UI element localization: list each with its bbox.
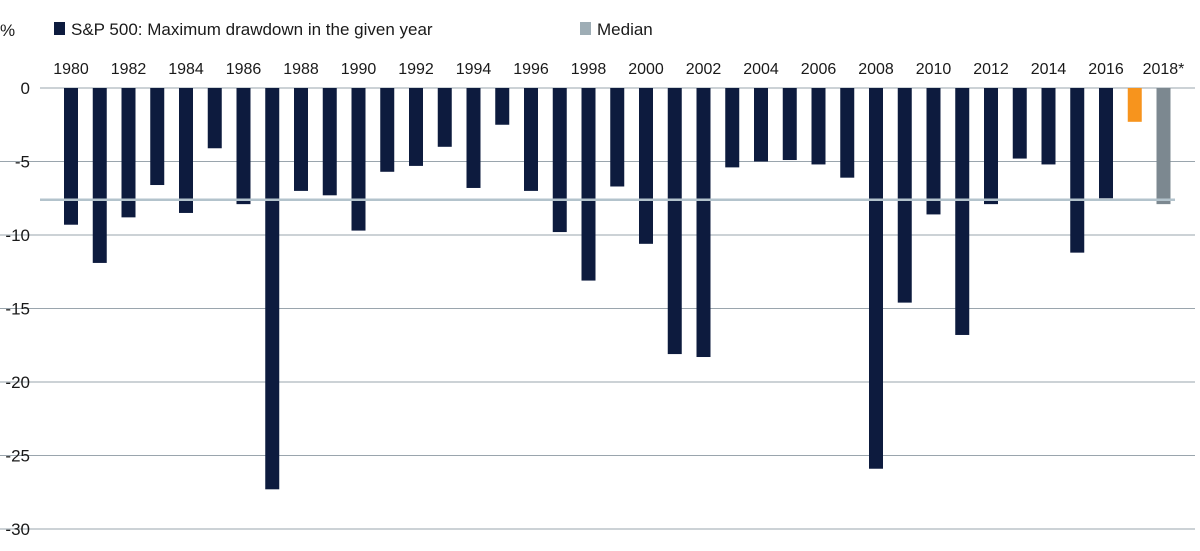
bar-1983 <box>150 88 165 186</box>
x-tick-label: 2018* <box>1143 61 1185 78</box>
legend-label-median: Median <box>597 20 653 39</box>
y-tick-label: 0 <box>21 79 30 98</box>
bar-2003 <box>725 88 740 168</box>
bar-2014 <box>1041 88 1056 165</box>
x-tick-label: 1994 <box>456 61 492 78</box>
bar-2011 <box>955 88 970 335</box>
x-tick-label: 2016 <box>1088 61 1124 78</box>
y-tick-label: -25 <box>5 447 30 466</box>
x-tick-label: 2000 <box>628 61 664 78</box>
x-tick-label: 2014 <box>1031 61 1067 78</box>
bar-2006 <box>811 88 826 165</box>
bar-2005 <box>782 88 797 161</box>
bar-2018* <box>1156 88 1171 205</box>
x-tick-label: 1996 <box>513 61 549 78</box>
x-tick-label: 2006 <box>801 61 837 78</box>
bar-1991 <box>380 88 395 172</box>
legend: S&P 500: Maximum drawdown in the given y… <box>54 20 653 39</box>
y-tick-label: -20 <box>5 373 30 392</box>
bar-1995 <box>495 88 510 125</box>
legend-label-series: S&P 500: Maximum drawdown in the given y… <box>71 20 433 39</box>
x-tick-label: 2004 <box>743 61 779 78</box>
legend-swatch-series <box>54 22 65 35</box>
x-tick-label: 1998 <box>571 61 607 78</box>
y-axis: 0 -5 -10 -15 -20 -25 -30 <box>5 79 30 539</box>
bar-2007 <box>840 88 855 178</box>
x-tick-label: 2010 <box>916 61 952 78</box>
bar-2015 <box>1070 88 1085 253</box>
y-tick-label: -15 <box>5 300 30 319</box>
unit-label: % <box>0 21 15 40</box>
bar-2012 <box>984 88 998 205</box>
x-tick-label: 2008 <box>858 61 894 78</box>
bar-1986 <box>236 88 251 205</box>
bar-2001 <box>667 88 682 355</box>
bar-1980 <box>64 88 78 225</box>
legend-swatch-median <box>580 22 591 35</box>
bar-2013 <box>1012 88 1027 159</box>
bar-2000 <box>639 88 653 244</box>
x-tick-label: 1992 <box>398 61 434 78</box>
bar-1988 <box>294 88 308 191</box>
x-tick-label: 1982 <box>111 61 147 78</box>
bar-2016 <box>1099 88 1113 199</box>
y-tick-label: -5 <box>15 153 30 172</box>
bar-2017 <box>1127 88 1142 122</box>
bar-2002 <box>696 88 711 358</box>
grid <box>0 87 1195 530</box>
x-tick-label: 1986 <box>226 61 262 78</box>
bar-1981 <box>92 88 107 263</box>
bar-1990 <box>351 88 366 231</box>
bar-1982 <box>121 88 136 218</box>
bar-1999 <box>610 88 625 187</box>
y-tick-label: -10 <box>5 226 30 245</box>
bars <box>64 88 1171 490</box>
bar-2008 <box>869 88 883 469</box>
x-axis: 1980 1982 1984 1986 1988 1990 1992 1994 1996 1998… <box>53 61 1184 78</box>
bar-1987 <box>265 88 280 490</box>
bar-2009 <box>897 88 912 303</box>
x-tick-label: 2012 <box>973 61 1009 78</box>
x-tick-label: 2002 <box>686 61 722 78</box>
y-tick-label: -30 <box>5 520 30 539</box>
bar-1984 <box>179 88 193 213</box>
bar-1994 <box>466 88 481 188</box>
bar-1985 <box>207 88 222 149</box>
bar-1997 <box>552 88 567 233</box>
bar-2010 <box>926 88 941 215</box>
bar-1989 <box>322 88 337 196</box>
x-tick-label: 1980 <box>53 61 89 78</box>
x-tick-label: 1984 <box>168 61 204 78</box>
x-tick-label: 1988 <box>283 61 319 78</box>
x-tick-label: 1990 <box>341 61 377 78</box>
bar-1998 <box>581 88 596 281</box>
bar-2004 <box>754 88 768 162</box>
bar-1996 <box>524 88 538 191</box>
bar-1993 <box>437 88 452 147</box>
bar-1992 <box>409 88 423 166</box>
